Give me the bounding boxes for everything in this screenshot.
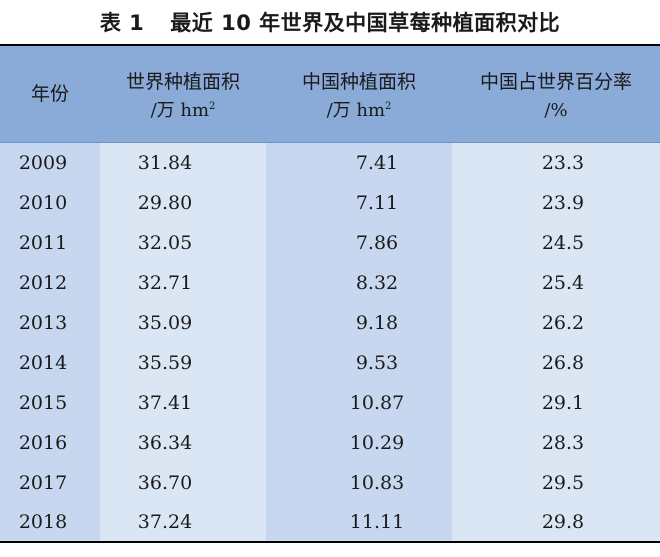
table-row: 2017 36.70 10.83 29.5 (0, 463, 660, 503)
cell-share: 26.8 (452, 343, 660, 383)
cell-share: 29.1 (452, 383, 660, 423)
cell-china-area: 7.41 (266, 142, 452, 183)
cell-share: 23.3 (452, 142, 660, 183)
cell-world-area: 36.34 (100, 423, 266, 463)
cell-world-area: 32.71 (100, 263, 266, 303)
table-row: 2018 37.24 11.11 29.8 (0, 503, 660, 541)
cell-china-area: 10.29 (266, 423, 452, 463)
table-row: 2011 32.05 7.86 24.5 (0, 223, 660, 263)
cell-year: 2011 (0, 223, 100, 263)
data-table-frame: 年份 世界种植面积 中国种植面积 中国占世界百分率 /万 hm2 /万 hm2 … (0, 44, 660, 543)
cell-world-area: 31.84 (100, 142, 266, 183)
cell-year: 2009 (0, 142, 100, 183)
cell-china-area: 7.86 (266, 223, 452, 263)
cell-world-area: 37.24 (100, 503, 266, 541)
cell-world-area: 29.80 (100, 183, 266, 223)
header-china-unit: /万 hm2 (266, 96, 452, 143)
table-caption: 表 1 最近 10 年世界及中国草莓种植面积对比 (0, 0, 660, 44)
cell-china-area: 7.11 (266, 183, 452, 223)
world-unit-exp: 2 (209, 101, 216, 112)
cell-share: 23.9 (452, 183, 660, 223)
cell-world-area: 36.70 (100, 463, 266, 503)
cell-china-area: 11.11 (266, 503, 452, 541)
cell-share: 25.4 (452, 263, 660, 303)
cell-world-area: 35.59 (100, 343, 266, 383)
cell-china-area: 9.53 (266, 343, 452, 383)
table-row: 2016 36.34 10.29 28.3 (0, 423, 660, 463)
header-year: 年份 (0, 45, 100, 143)
header-world-area: 世界种植面积 (100, 45, 266, 96)
cell-share: 29.5 (452, 463, 660, 503)
china-unit-text: /万 hm (326, 100, 386, 121)
cell-year: 2013 (0, 303, 100, 343)
cell-year: 2017 (0, 463, 100, 503)
cell-year: 2010 (0, 183, 100, 223)
table-header: 年份 世界种植面积 中国种植面积 中国占世界百分率 /万 hm2 /万 hm2 … (0, 45, 660, 143)
china-unit-exp: 2 (385, 101, 392, 112)
table-row: 2009 31.84 7.41 23.3 (0, 142, 660, 183)
cell-china-area: 10.83 (266, 463, 452, 503)
cell-year: 2014 (0, 343, 100, 383)
cell-world-area: 37.41 (100, 383, 266, 423)
header-share-unit: /% (452, 96, 660, 143)
cell-share: 29.8 (452, 503, 660, 541)
header-share: 中国占世界百分率 (452, 45, 660, 96)
cell-china-area: 8.32 (266, 263, 452, 303)
table-row: 2014 35.59 9.53 26.8 (0, 343, 660, 383)
table-row: 2010 29.80 7.11 23.9 (0, 183, 660, 223)
table-row: 2015 37.41 10.87 29.1 (0, 383, 660, 423)
data-table: 年份 世界种植面积 中国种植面积 中国占世界百分率 /万 hm2 /万 hm2 … (0, 44, 660, 541)
cell-year: 2018 (0, 503, 100, 541)
cell-share: 24.5 (452, 223, 660, 263)
table-number: 表 1 (99, 11, 145, 35)
table-title: 最近 10 年世界及中国草莓种植面积对比 (170, 11, 561, 35)
cell-year: 2015 (0, 383, 100, 423)
cell-china-area: 9.18 (266, 303, 452, 343)
cell-world-area: 35.09 (100, 303, 266, 343)
header-world-unit: /万 hm2 (100, 96, 266, 143)
cell-share: 26.2 (452, 303, 660, 343)
cell-year: 2012 (0, 263, 100, 303)
header-china-area: 中国种植面积 (266, 45, 452, 96)
table-body: 2009 31.84 7.41 23.3 2010 29.80 7.11 23.9 2011 32… (0, 142, 660, 541)
cell-china-area: 10.87 (266, 383, 452, 423)
cell-share: 28.3 (452, 423, 660, 463)
table-row: 2013 35.09 9.18 26.2 (0, 303, 660, 343)
table-row: 2012 32.71 8.32 25.4 (0, 263, 660, 303)
world-unit-text: /万 hm (150, 100, 210, 121)
cell-world-area: 32.05 (100, 223, 266, 263)
cell-year: 2016 (0, 423, 100, 463)
